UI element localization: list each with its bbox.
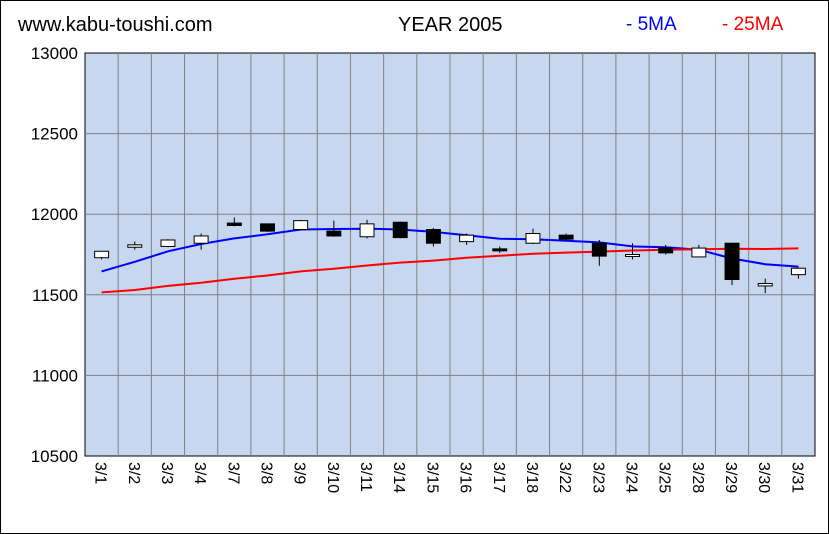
- candle-body: [94, 250, 110, 259]
- candle: [293, 219, 309, 231]
- x-tick-label: 3/17: [490, 462, 507, 493]
- legend-5ma: - 5MA: [626, 14, 677, 35]
- candle: [625, 243, 640, 260]
- candle-body: [625, 254, 640, 257]
- site-url: www.kabu-toushi.com: [18, 14, 213, 36]
- x-tick-label: 3/14: [390, 462, 407, 493]
- candle-body: [392, 221, 408, 239]
- x-tick-label: 3/31: [788, 462, 805, 493]
- y-tick-label: 13000: [31, 44, 78, 63]
- x-tick-label: 3/1: [92, 462, 109, 484]
- candle-body: [127, 244, 143, 248]
- candle-body: [326, 230, 342, 237]
- x-tick-label: 3/28: [689, 462, 706, 493]
- candle-body: [359, 223, 375, 238]
- candle: [558, 233, 574, 240]
- candle: [392, 221, 408, 239]
- candle-body: [591, 242, 607, 257]
- x-tick-label: 3/24: [623, 462, 640, 493]
- y-tick-label: 12000: [31, 205, 78, 224]
- candle-body: [558, 234, 574, 240]
- candle: [525, 228, 541, 245]
- x-tick-label: 3/7: [224, 462, 241, 484]
- candle-body: [459, 234, 475, 243]
- candle-body: [492, 248, 508, 252]
- series-line-5ma: [101, 227, 799, 273]
- candle-body: [293, 220, 309, 231]
- candle: [658, 244, 674, 255]
- candle: [260, 223, 275, 232]
- candle: [127, 241, 143, 250]
- candle: [492, 246, 508, 253]
- candle-body: [160, 239, 176, 247]
- candle-body: [658, 247, 674, 254]
- candle: [790, 267, 806, 279]
- candle: [359, 219, 375, 239]
- y-tick-label: 11500: [32, 286, 78, 305]
- legend-25ma: - 25MA: [722, 14, 784, 35]
- x-tick-label: 3/11: [357, 462, 374, 492]
- x-tick-label: 3/16: [457, 462, 474, 493]
- x-tick-label: 3/15: [423, 462, 440, 493]
- x-tick-label: 3/8: [258, 462, 275, 484]
- x-tick-label: 3/18: [523, 462, 540, 493]
- candle-body: [757, 283, 773, 287]
- candle: [591, 239, 607, 266]
- x-tick-label: 3/29: [722, 462, 739, 493]
- candle-body: [790, 267, 806, 276]
- candle-body: [193, 235, 209, 244]
- candle: [757, 278, 773, 294]
- x-tick-label: 3/9: [291, 462, 308, 484]
- series-line-25ma: [101, 247, 799, 294]
- candle-body: [691, 247, 707, 258]
- candle: [724, 242, 740, 286]
- x-tick-label: 3/22: [556, 462, 573, 493]
- x-tick-label: 3/3: [158, 462, 175, 484]
- chart-title: YEAR 2005: [398, 14, 503, 36]
- x-tick-label: 3/30: [755, 462, 772, 493]
- y-tick-label: 12500: [31, 125, 78, 144]
- candle-body: [226, 222, 242, 226]
- candle: [193, 233, 209, 250]
- candle-body: [260, 223, 275, 232]
- x-tick-label: 3/10: [324, 462, 341, 493]
- x-tick-label: 3/2: [125, 462, 142, 484]
- x-tick-label: 3/4: [191, 462, 208, 484]
- candle: [226, 217, 242, 227]
- candle-body: [525, 233, 541, 244]
- candle: [326, 220, 342, 237]
- candle: [94, 250, 110, 260]
- x-tick-label: 3/23: [589, 462, 606, 493]
- candle: [459, 233, 475, 245]
- candle: [160, 239, 176, 248]
- y-tick-label: 10500: [31, 447, 78, 466]
- x-tick-label: 3/25: [656, 462, 673, 493]
- candle-body: [425, 229, 441, 244]
- candle: [691, 244, 707, 258]
- candle: [425, 227, 441, 247]
- candle-body: [724, 242, 740, 280]
- y-tick-label: 11000: [32, 366, 78, 385]
